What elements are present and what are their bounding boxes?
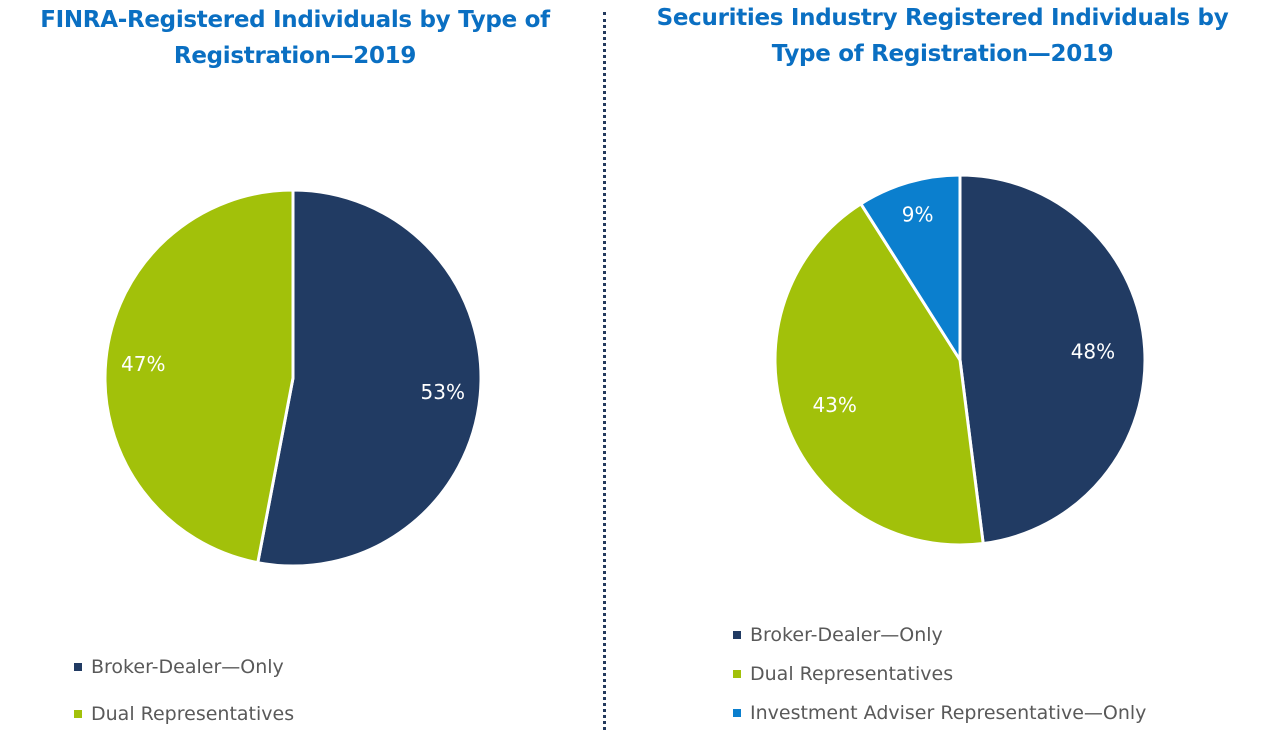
left-chart-title: FINRA-Registered Individuals by Type of …	[40, 7, 550, 69]
pie-slice	[858, 173, 962, 366]
legend-item: Dual Representatives	[733, 654, 1146, 693]
pie-slice	[103, 188, 295, 565]
legend-swatch	[74, 709, 82, 718]
pie-slice	[256, 188, 483, 568]
legend-label: Dual Representatives	[91, 702, 295, 725]
legend-item: Broker-Dealer—Only	[733, 615, 1146, 654]
right-chart-title: Securities Industry Registered Individua…	[656, 5, 1229, 67]
divider	[603, 12, 606, 730]
legend-item: Dual Representatives	[74, 690, 294, 737]
legend-label: Investment Adviser Representative—Only	[750, 701, 1147, 724]
legend-swatch	[74, 662, 82, 671]
pie-slice	[958, 173, 1147, 546]
data-label: 9%	[902, 202, 934, 226]
left-legend: Broker-Dealer—Only Dual Representatives	[74, 643, 294, 737]
data-label: 53%	[421, 380, 465, 404]
data-label: 43%	[812, 393, 856, 417]
legend-label: Broker-Dealer—Only	[91, 655, 284, 678]
data-label: 47%	[121, 352, 165, 376]
legend-item: Broker-Dealer—Only	[74, 643, 294, 690]
legend-item: Investment Adviser Representative—Only	[733, 693, 1146, 732]
right-legend: Broker-Dealer—Only Dual Representatives In…	[733, 615, 1146, 732]
legend-label: Broker-Dealer—Only	[750, 623, 943, 646]
pie-slice	[773, 201, 985, 547]
legend-swatch	[733, 669, 741, 678]
legend-label: Dual Representatives	[750, 662, 954, 685]
legend-swatch	[733, 708, 741, 717]
data-label: 48%	[1071, 340, 1115, 364]
legend-swatch	[733, 630, 741, 639]
